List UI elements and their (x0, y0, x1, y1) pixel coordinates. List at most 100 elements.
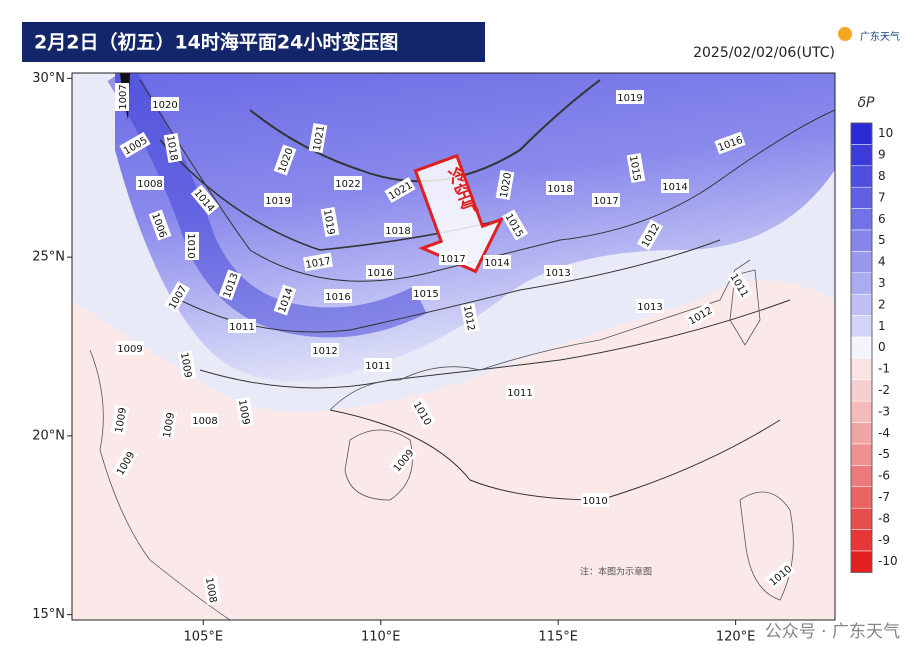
isobar-label-group: 1009 (235, 396, 255, 428)
isobar-label-group: 1018 (384, 223, 412, 237)
colorbar-cell (850, 251, 873, 274)
isobar-label-bg (334, 176, 362, 190)
isobar-label-group: 1011 (506, 385, 534, 399)
isobar-label-bg (714, 131, 746, 155)
isobar-label-bg (111, 447, 139, 479)
isobar-label: 1009 (117, 344, 142, 355)
isobar-label-bg (320, 206, 340, 238)
isobar-label-group: 1018 (546, 181, 574, 195)
isobar-label: 1013 (637, 302, 662, 313)
isobar-label: 1008 (137, 179, 162, 190)
isobar-label-bg (684, 301, 716, 329)
isobar-label-bg (148, 209, 172, 241)
map-field (72, 73, 835, 620)
colorbar-tick-label: 0 (878, 340, 886, 354)
colorbar-cell (850, 229, 873, 252)
isobar-label: 1009 (114, 407, 129, 434)
isobar-label-group: 1016 (366, 265, 394, 279)
isobar-label-bg (273, 284, 297, 316)
isobar-label-bg (190, 184, 220, 216)
isobar-label-bg (177, 349, 197, 381)
isobar-label-bg (506, 385, 534, 399)
isobar-label-group: 1008 (202, 574, 222, 606)
isobar-label-group: 1011 (364, 358, 392, 372)
isobar-label-bg (136, 176, 164, 190)
title-box (22, 22, 485, 62)
isobar-label-bg (616, 90, 644, 104)
colorbar-cell (850, 272, 873, 295)
isobar-label: 1008 (203, 577, 218, 604)
isobar-label-group: 1016 (324, 289, 352, 303)
isobar-label-bg (661, 179, 689, 193)
map-frame (71, 72, 836, 621)
isobar-label-bg (636, 219, 664, 251)
isobar-label-group: 1014 (661, 179, 689, 193)
isobar-label: 1018 (385, 226, 410, 237)
note: 注：本图为示意图 (580, 566, 652, 578)
isobar-label-group: 1017 (439, 251, 467, 265)
isobar-label-bg (163, 281, 191, 313)
isobar-label-bg (191, 413, 219, 427)
isobar-label-bg (592, 193, 620, 207)
colorbar-tick-label: -6 (878, 469, 890, 483)
colorbar-tick-label: -8 (878, 511, 890, 525)
isobar-label-bg (264, 193, 292, 207)
colorbar-cell (850, 486, 873, 509)
isobar-label-group: 1015 (412, 286, 440, 300)
isobar-label-bg (115, 83, 129, 111)
isobar-label-bg (228, 319, 256, 333)
isobar-label-group: 1020 (151, 97, 179, 111)
colorbar-frame (850, 122, 873, 573)
colorbar-tick-label: 7 (878, 190, 886, 204)
colorbar-cell (850, 144, 873, 167)
isobar-label-bg (302, 252, 334, 272)
colorbar-tick-label: -1 (878, 362, 890, 376)
colorbar-cell (850, 358, 873, 381)
isobar-label-group: 1015 (626, 152, 646, 184)
isobar-label-group: 1009 (116, 341, 144, 355)
isobar-label: 1009 (178, 352, 193, 379)
isobar-label-bg (460, 302, 480, 334)
y-tick-label: 25°N (32, 250, 65, 265)
isobar-label: 1018 (547, 184, 572, 195)
isobar-label: 1015 (627, 155, 642, 182)
isobar-label-group: 1007 (115, 83, 129, 111)
isobar-label: 1019 (617, 93, 642, 104)
isobar-label-group: 1011 (228, 319, 256, 333)
isobars (139, 79, 835, 501)
colorbar-cell (850, 186, 873, 209)
isobar-label-bg (412, 286, 440, 300)
x-tick-label: 105°E (184, 630, 224, 645)
colorbar-tick-label: 1 (878, 319, 886, 333)
isobar-label-bg (726, 269, 754, 301)
isobar-label-group: 1010 (581, 493, 609, 507)
isobar-label-group: 1019 (264, 193, 292, 207)
isobar-label: 1012 (461, 305, 476, 332)
isobar-label: 1016 (325, 292, 350, 303)
colorbar-tick-label: -7 (878, 490, 890, 504)
isobar-label-bg (388, 444, 418, 476)
isobar-label: 1007 (118, 84, 129, 109)
isobar-label: 1021 (312, 125, 327, 152)
isobar-label-group: 1021 (308, 122, 328, 154)
isobar-label: 1015 (413, 289, 438, 300)
isobar-label: 1016 (367, 268, 392, 279)
isobar-label-group: 1012 (460, 302, 480, 334)
isobar-label-bg (163, 132, 183, 164)
cold-air-arrow (413, 153, 505, 274)
isobar-label-group: 1020 (495, 169, 515, 201)
colorbar-tick-label: -4 (878, 426, 890, 440)
isobar-label: 1010 (582, 496, 607, 507)
colorbar-cell (850, 550, 873, 573)
isobar-label: 1011 (365, 361, 390, 372)
isobar-label-group: 1010 (185, 232, 199, 260)
isobar-label-bg (483, 255, 511, 269)
isobar-label-bg (546, 181, 574, 195)
colorbar-cell (850, 422, 873, 445)
colorbar-tick-label: -9 (878, 533, 890, 547)
arrow (413, 153, 505, 274)
isobar-label-bg (764, 560, 796, 590)
isobar-label-bg (202, 574, 222, 606)
isobar-label-group: 1009 (110, 404, 130, 436)
isobar-label-bg (495, 169, 515, 201)
